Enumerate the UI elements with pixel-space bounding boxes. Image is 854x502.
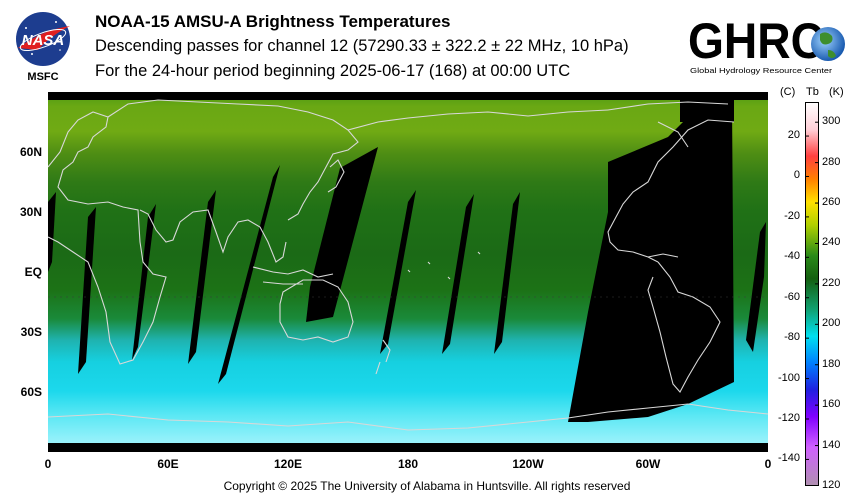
- no-data-swath: [188, 190, 216, 364]
- colorbar-kelvin-label: 220: [822, 276, 841, 289]
- colorbar-kelvin-label: 120: [822, 479, 841, 491]
- svg-text:MSFC: MSFC: [27, 71, 58, 82]
- coastline: [375, 339, 391, 375]
- coastline: [139, 209, 287, 263]
- colorbar-celsius-label: -120: [777, 412, 800, 424]
- colorbar-kelvin-label: 260: [822, 196, 841, 209]
- lat-label: 30S: [20, 325, 42, 339]
- no-data-swath: [442, 194, 474, 354]
- lon-label: 60E: [157, 457, 179, 471]
- time-period: For the 24-hour period beginning 2025-06…: [95, 62, 571, 80]
- colorbar-kelvin-label: 200: [822, 317, 841, 330]
- lon-label: 60W: [635, 457, 661, 471]
- lat-label: EQ: [24, 265, 42, 279]
- coastline: [407, 251, 481, 280]
- orbit-gaps: [48, 100, 766, 422]
- colorbar-kelvin-label: 240: [822, 236, 841, 249]
- chart-subtitle: Descending passes for channel 12 (57290.…: [95, 37, 629, 55]
- nasa-msfc-logo: NASA MSFC: [12, 10, 74, 83]
- no-data-swath: [218, 165, 280, 384]
- copyright-notice: Copyright © 2025 The University of Alaba…: [223, 479, 631, 493]
- coastline: [48, 111, 167, 365]
- colorbar-unit-k: (K): [829, 86, 844, 98]
- no-data-swath: [680, 100, 734, 122]
- svg-text:Global Hydrology Resource Cent: Global Hydrology Resource Center: [690, 66, 833, 75]
- coastlines: [48, 99, 768, 431]
- colorbar-kelvin-label: 140: [822, 438, 841, 451]
- svg-text:NASA: NASA: [22, 32, 65, 49]
- no-data-band-top: [48, 92, 768, 100]
- coastline: [647, 253, 679, 258]
- no-data-swath: [78, 207, 96, 374]
- colorbar-celsius-label: -20: [784, 209, 800, 222]
- lon-label: 0: [44, 457, 52, 471]
- lat-label: 60S: [20, 385, 42, 399]
- ghrc-logo: GHRC Global Hydrology Resource Center: [688, 10, 848, 76]
- no-data-swath: [132, 204, 156, 360]
- colorbar-celsius-label: -40: [784, 250, 800, 263]
- no-data-swath: [380, 190, 416, 354]
- coastline: [107, 99, 359, 221]
- coastline: [607, 119, 735, 263]
- coastline: [48, 403, 768, 431]
- no-data-swath: [48, 192, 56, 272]
- lon-label: 180: [397, 457, 419, 471]
- lon-label: 120W: [512, 457, 544, 471]
- colorbar-celsius-label: -140: [777, 452, 800, 465]
- colorbar-celsius-label: -100: [777, 371, 800, 384]
- lon-label: 0: [764, 457, 772, 471]
- colorbar-kelvin-label: 160: [822, 398, 841, 411]
- colorbar-unit-c: (C): [780, 86, 796, 98]
- chart-title: NOAA-15 AMSU-A Brightness Temperatures: [95, 12, 451, 31]
- coastline: [607, 101, 729, 148]
- colorbar-celsius-label: 0: [793, 169, 800, 182]
- colorbar-celsius-label: -60: [784, 290, 800, 303]
- lat-label: 60N: [19, 145, 42, 159]
- coastline: [647, 261, 721, 393]
- no-data-swath: [494, 192, 520, 354]
- colorbar-kelvin-label: 300: [822, 115, 841, 128]
- colorbar-kelvin-label: 280: [822, 155, 841, 168]
- colorbar-celsius-label: 20: [787, 129, 800, 142]
- colorbar-kelvin-label: 180: [822, 357, 841, 370]
- coastline: [347, 109, 609, 131]
- brightness-temperature-map: [48, 92, 768, 452]
- coastline: [279, 279, 354, 343]
- lon-label: 120E: [273, 457, 303, 471]
- colorbar: [805, 102, 819, 491]
- no-data-swath: [746, 222, 766, 352]
- no-data-swath: [568, 102, 734, 422]
- colorbar-celsius-label: -80: [784, 331, 800, 344]
- svg-text:GHRC: GHRC: [688, 13, 824, 69]
- lat-label: 30N: [19, 205, 42, 219]
- no-data-band-bottom: [48, 443, 768, 452]
- colorbar-unit-tb: Tb: [806, 86, 819, 98]
- coastline: [327, 159, 345, 193]
- no-data-swath: [306, 147, 378, 322]
